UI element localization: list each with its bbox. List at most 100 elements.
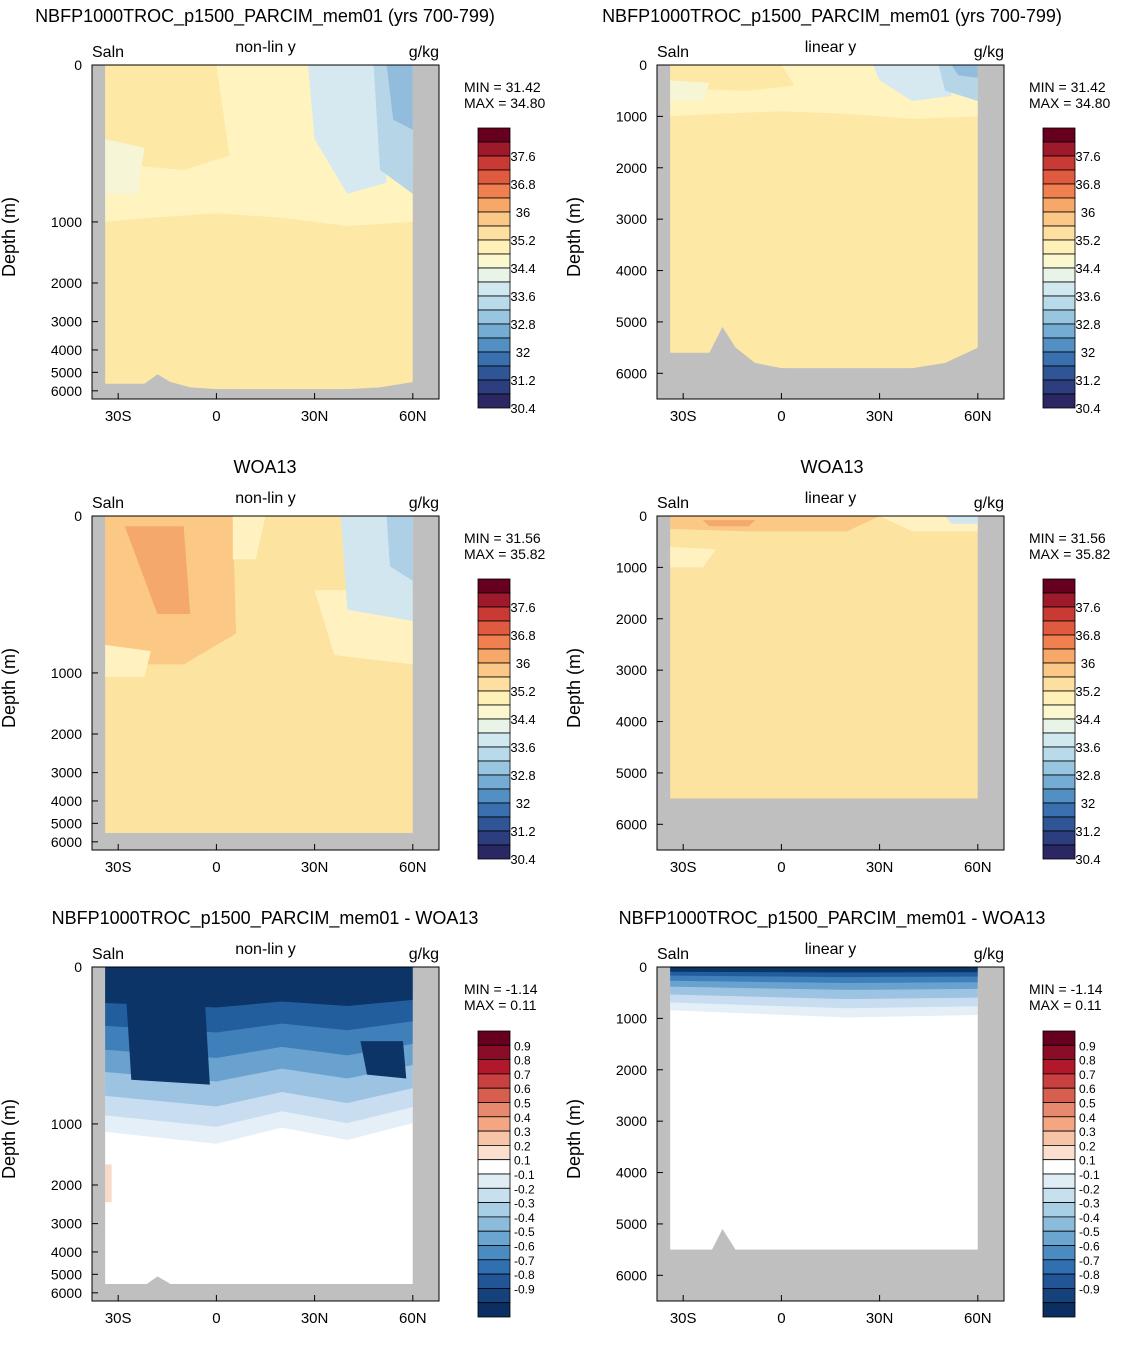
- units-string: g/kg: [409, 495, 439, 512]
- colorbar-box: [477, 197, 511, 213]
- colorbar-box: [477, 169, 511, 185]
- y-tick-label: 0: [639, 508, 647, 524]
- y-tick-label: 5000: [616, 765, 647, 781]
- colorbar-box: [1042, 295, 1076, 311]
- colorbar-box: [1042, 1302, 1076, 1318]
- colorbar-label: -0.3: [1079, 1197, 1100, 1211]
- colorbar-box: [1042, 1102, 1076, 1118]
- colorbar-box: [1042, 141, 1076, 157]
- colorbar-box: [1042, 323, 1076, 339]
- x-tick-label: 0: [212, 859, 220, 876]
- y-tick-label: 3000: [51, 765, 82, 781]
- colorbar-label: 32: [1081, 345, 1095, 360]
- colorbar-label: 31.2: [510, 824, 535, 839]
- colorbar-label: 35.2: [510, 233, 535, 248]
- units-string: g/kg: [409, 946, 439, 963]
- colorbar-label: 0.4: [514, 1111, 531, 1125]
- colorbar-box: [477, 704, 511, 720]
- colorbar-label: 0.5: [1079, 1097, 1096, 1111]
- colorbar-label: 0.6: [1079, 1082, 1096, 1096]
- colorbar-box: [1042, 634, 1076, 650]
- y-tick-label: 3000: [51, 314, 82, 330]
- y-tick-label: 6000: [616, 1267, 647, 1283]
- colorbar-label: -0.6: [514, 1240, 535, 1254]
- colorbar-label: 0.2: [1079, 1139, 1096, 1153]
- colorbar-box: [1042, 1130, 1076, 1146]
- min-value: MIN = 31.56: [1029, 530, 1106, 546]
- strong-anomaly-core: [124, 973, 210, 1085]
- colorbar-box: [477, 1216, 511, 1232]
- colorbar-box: [1042, 1259, 1076, 1275]
- colorbar-label: 0.9: [514, 1039, 531, 1053]
- colorbar-box: [477, 1130, 511, 1146]
- x-tick-label: 60N: [964, 408, 992, 425]
- subpolar-water-1: [308, 65, 387, 194]
- y-tick-label: 6000: [616, 816, 647, 832]
- colorbar-box: [1042, 1216, 1076, 1232]
- y-tick-label: 2000: [616, 1062, 647, 1078]
- colorbar-box: [477, 155, 511, 171]
- equatorial-water: [232, 516, 266, 560]
- colorbar-label: 35.2: [510, 684, 535, 699]
- center-string: linear y: [805, 941, 857, 958]
- colorbar-box: [1042, 183, 1076, 199]
- colorbar-label: 30.4: [1075, 852, 1100, 867]
- x-tick-label: 60N: [964, 859, 992, 876]
- units-string: g/kg: [974, 946, 1004, 963]
- x-tick-label: 30N: [866, 859, 894, 876]
- y-axis-label: Depth (m): [0, 648, 19, 728]
- colorbar-label: 36: [516, 656, 530, 671]
- aaiw-water: [105, 644, 151, 677]
- southern-land: [92, 967, 106, 1301]
- panel-title: WOA13: [800, 457, 863, 477]
- colorbar-box: [477, 1259, 511, 1275]
- positive-anomaly-patch: [105, 1164, 112, 1203]
- colorbar-box: [477, 1230, 511, 1246]
- min-value: MIN = 31.42: [464, 79, 541, 95]
- colorbar-label: 34.4: [510, 261, 535, 276]
- y-tick-label: 0: [639, 57, 647, 73]
- colorbar-label: 32: [516, 345, 530, 360]
- colorbar-label: -0.5: [1079, 1225, 1100, 1239]
- colorbar-box: [477, 830, 511, 846]
- colorbar-label: 37.6: [510, 600, 535, 615]
- y-tick-label: 4000: [616, 1165, 647, 1181]
- colorbar-label: 35.2: [1075, 684, 1100, 699]
- colorbar-box: [477, 337, 511, 353]
- x-tick-label: 30S: [105, 1310, 132, 1327]
- y-tick-label: 2000: [616, 611, 647, 627]
- colorbar-label: 33.6: [510, 289, 535, 304]
- colorbar-label: 0.8: [514, 1054, 531, 1068]
- bathymetry: [657, 967, 1004, 1301]
- colorbar-box: [477, 1202, 511, 1218]
- y-tick-label: 2000: [51, 275, 82, 291]
- colorbar-box: [1042, 1116, 1076, 1132]
- colorbar-box: [1042, 1044, 1076, 1061]
- colorbar-label: 33.6: [1075, 740, 1100, 755]
- colorbar-box: [1042, 1288, 1076, 1304]
- y-tick-label: 1000: [51, 214, 82, 230]
- center-string: non-lin y: [235, 490, 295, 507]
- colorbar-label: 36: [516, 205, 530, 220]
- colorbar-box: [1042, 337, 1076, 353]
- colorbar-label: -0.4: [1079, 1211, 1100, 1225]
- surface-salty-water: [670, 516, 880, 532]
- x-tick-label: 60N: [964, 1310, 992, 1327]
- panel-title: NBFP1000TROC_p1500_PARCIM_mem01 (yrs 700…: [35, 6, 495, 27]
- colorbar-box: [477, 732, 511, 748]
- colorbar-label: 32.8: [1075, 317, 1100, 332]
- colorbar-box: [477, 592, 511, 608]
- colorbar-label: -0.9: [514, 1282, 535, 1296]
- y-tick-label: 4000: [616, 263, 647, 279]
- ocean-base: [670, 516, 978, 799]
- colorbar-label: 32: [1081, 796, 1095, 811]
- left-string: Saln: [657, 44, 689, 61]
- y-tick-label: 0: [74, 508, 82, 524]
- y-tick-label: 0: [74, 57, 82, 73]
- subpolar-water-2: [386, 516, 413, 581]
- colorbar-box: [477, 211, 511, 227]
- colorbar-box: [477, 1173, 511, 1189]
- colorbar-box: [477, 816, 511, 832]
- colorbar-label: 0.8: [1079, 1054, 1096, 1068]
- x-tick-label: 30S: [670, 1310, 697, 1327]
